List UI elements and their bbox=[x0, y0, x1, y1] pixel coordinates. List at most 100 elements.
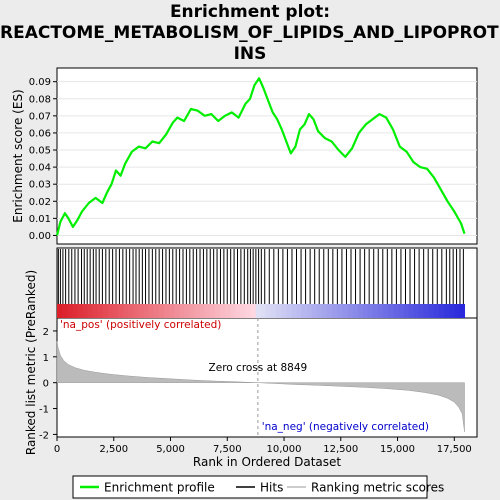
rank-color-segment bbox=[67, 304, 73, 318]
rank-color-segment bbox=[250, 304, 257, 318]
chart-title: Enrichment plot: REACTOME_METABOLISM_OF_… bbox=[0, 2, 500, 65]
rank-color-segment bbox=[163, 304, 170, 318]
rank-color-segment bbox=[235, 304, 241, 318]
rank-color-segment bbox=[82, 304, 89, 318]
es-ytick-label: 0.06 bbox=[29, 128, 51, 139]
rank-color-segment bbox=[62, 304, 68, 318]
rank-color-segment bbox=[362, 304, 369, 318]
rank-color-segment bbox=[352, 304, 359, 318]
rank-color-segment bbox=[240, 304, 246, 318]
rank-color-segment bbox=[306, 304, 313, 318]
metric-ytick-label: 1 bbox=[43, 353, 49, 364]
rank-color-segment bbox=[393, 304, 399, 318]
rank-color-segment bbox=[184, 304, 190, 318]
rank-color-segment bbox=[158, 304, 165, 318]
metric-xtick-label: 10,000 bbox=[267, 444, 302, 455]
es-ytick-label: 0.00 bbox=[29, 231, 51, 242]
es-panel-frame bbox=[56, 67, 478, 245]
rank-color-segment bbox=[423, 304, 430, 318]
es-ytick-label: 0.03 bbox=[29, 180, 51, 191]
rank-color-segment bbox=[276, 304, 282, 318]
rank-color-segment bbox=[418, 304, 425, 318]
metric-area bbox=[56, 341, 465, 432]
rank-color-segment bbox=[388, 304, 394, 318]
rank-color-segment bbox=[428, 304, 435, 318]
rank-color-segment bbox=[255, 304, 262, 318]
rank-color-segment bbox=[383, 304, 389, 318]
rank-color-segment bbox=[97, 304, 104, 318]
metric-ytick-label: 0 bbox=[43, 379, 49, 390]
rank-color-segment bbox=[265, 304, 272, 318]
rank-color-segment bbox=[449, 304, 455, 318]
rank-color-segment bbox=[102, 304, 109, 318]
es-ytick-label: 0.05 bbox=[29, 146, 51, 157]
rank-color-segment bbox=[377, 304, 384, 318]
rank-color-segment bbox=[301, 304, 308, 318]
rank-color-segment bbox=[225, 304, 231, 318]
rank-color-segment bbox=[398, 304, 404, 318]
neg-annotation: 'na_neg' (negatively correlated) bbox=[262, 421, 429, 433]
metric-xtick-label: 0 bbox=[54, 444, 60, 455]
rank-color-segment bbox=[230, 304, 236, 318]
rank-color-segment bbox=[204, 304, 211, 318]
es-ytick-label: 0.01 bbox=[29, 214, 51, 225]
rank-color-segment bbox=[153, 304, 160, 318]
rank-color-segment bbox=[92, 304, 99, 318]
title-line-2: REACTOME_METABOLISM_OF_LIPIDS_AND_LIPOPR… bbox=[0, 23, 500, 43]
rank-color-segment bbox=[245, 304, 252, 318]
metric-xtick-label: 2,500 bbox=[99, 444, 128, 455]
rank-color-segment bbox=[332, 304, 338, 318]
rank-color-segment bbox=[454, 304, 460, 318]
rank-color-segment bbox=[128, 304, 134, 318]
rank-color-segment bbox=[337, 304, 343, 318]
rank-color-segment bbox=[270, 304, 277, 318]
rank-color-segment bbox=[138, 304, 145, 318]
rank-color-segment bbox=[408, 304, 415, 318]
rank-color-segment bbox=[209, 304, 216, 318]
metric-xtick-label: 5,000 bbox=[156, 444, 185, 455]
rank-color-segment bbox=[113, 304, 119, 318]
rank-color-segment bbox=[291, 304, 297, 318]
es-line bbox=[55, 77, 466, 236]
title-line-1: Enrichment plot: bbox=[169, 2, 331, 22]
rank-color-segment bbox=[296, 304, 303, 318]
rank-color-segment bbox=[194, 304, 201, 318]
rank-color-segment bbox=[372, 304, 379, 318]
rank-color-segment bbox=[143, 304, 150, 318]
rank-color-segment bbox=[189, 304, 196, 318]
rank-color-segment bbox=[403, 304, 409, 318]
legend-label: Ranking metric scores bbox=[311, 481, 444, 495]
metric-xtick-label: 7,500 bbox=[213, 444, 242, 455]
es-ylabel: Enrichment score (ES) bbox=[11, 89, 25, 222]
rank-color-segment bbox=[459, 304, 466, 318]
rank-color-segment bbox=[87, 304, 94, 318]
rank-color-segment bbox=[281, 304, 287, 318]
rank-color-segment bbox=[214, 304, 221, 318]
rank-color-segment bbox=[77, 304, 83, 318]
metric-xtick-label: 12,500 bbox=[323, 444, 358, 455]
rank-color-segment bbox=[179, 304, 185, 318]
rank-color-segment bbox=[439, 304, 445, 318]
rank-color-segment bbox=[367, 304, 374, 318]
es-ytick-label: 0.09 bbox=[29, 77, 51, 88]
metric-ytick-label: -2 bbox=[39, 430, 49, 441]
metric-ytick-label: -1 bbox=[39, 405, 49, 416]
rank-color-segment bbox=[72, 304, 78, 318]
rank-color-segment bbox=[107, 304, 114, 318]
rank-color-segment bbox=[433, 304, 440, 318]
legend-label: Hits bbox=[260, 481, 283, 495]
es-ytick-label: 0.08 bbox=[29, 94, 51, 105]
rank-color-segment bbox=[444, 304, 450, 318]
rank-color-segment bbox=[123, 304, 129, 318]
rank-color-segment bbox=[260, 304, 267, 318]
rank-color-segment bbox=[347, 304, 353, 318]
rank-color-segment bbox=[220, 304, 226, 318]
legend: Enrichment profile Hits Ranking metric sco… bbox=[72, 475, 444, 499]
title-line-3: INS bbox=[233, 44, 267, 64]
rank-color-segment bbox=[133, 304, 140, 318]
metric-ylabel: Ranked list metric (PreRanked) bbox=[24, 270, 38, 455]
rank-color-segment bbox=[311, 304, 318, 318]
rank-color-segment bbox=[169, 304, 175, 318]
rank-color-segment bbox=[199, 304, 206, 318]
rank-color-segment bbox=[57, 304, 63, 318]
